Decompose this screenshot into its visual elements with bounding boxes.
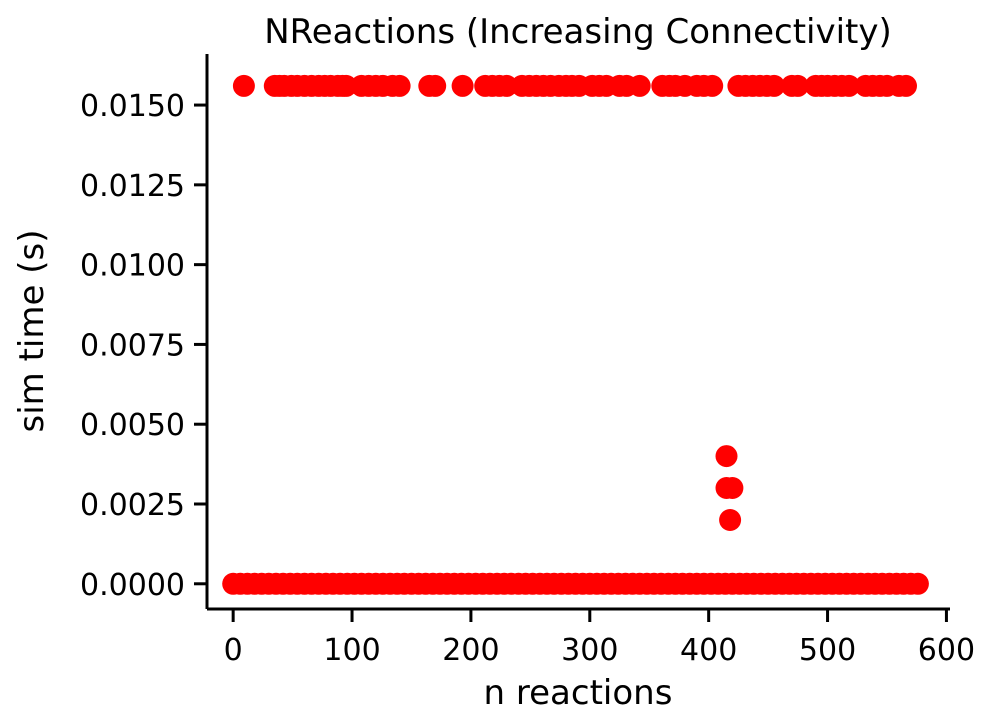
x-axis-label: n reactions — [484, 673, 673, 713]
data-point — [786, 74, 809, 97]
x-tick-label: 400 — [680, 633, 737, 668]
y-tick-label: 0.0000 — [80, 568, 185, 603]
y-tick-label: 0.0125 — [80, 169, 185, 204]
data-point — [335, 74, 358, 97]
x-tick-label: 100 — [323, 633, 380, 668]
data-point — [721, 477, 744, 499]
data-point — [451, 74, 474, 97]
data-point — [719, 509, 742, 531]
data-point — [906, 572, 929, 595]
y-axis-ticks: 0.0000 0.0025 0.0050 0.0075 0.0100 0.0125 0.01… — [80, 89, 207, 603]
x-tick-label: 500 — [799, 633, 856, 668]
y-tick-label: 0.0025 — [80, 488, 185, 523]
y-tick-label: 0.0150 — [80, 89, 185, 124]
data-point — [495, 74, 518, 97]
x-tick-label: 300 — [561, 633, 618, 668]
data-point — [701, 74, 724, 97]
data-point — [838, 74, 860, 97]
data-point — [715, 445, 738, 468]
data-point — [628, 74, 651, 97]
data-point — [388, 74, 411, 97]
y-tick-label: 0.0075 — [80, 328, 185, 363]
x-tick-label: 600 — [918, 633, 975, 668]
data-point — [763, 74, 786, 97]
data-point — [232, 74, 255, 97]
y-axis-label: sim time (s) — [12, 230, 52, 433]
data-point — [424, 74, 447, 97]
data-point — [895, 74, 917, 97]
y-tick-label: 0.0100 — [80, 249, 185, 284]
data-points — [222, 74, 929, 595]
y-tick-label: 0.0050 — [80, 408, 185, 443]
x-axis-ticks: 0 100 200 300 400 500 600 — [224, 609, 975, 668]
x-tick-label: 200 — [442, 633, 499, 668]
x-tick-label: 0 — [224, 633, 243, 668]
chart-title: NReactions (Increasing Connectivity) — [264, 12, 892, 52]
